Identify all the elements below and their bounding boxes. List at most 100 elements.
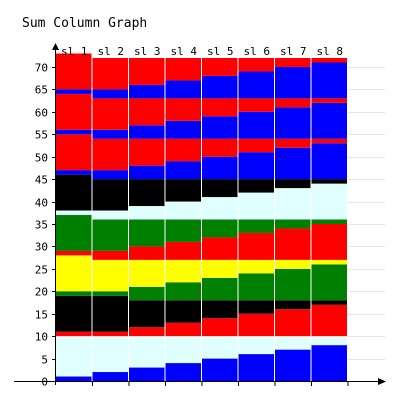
bar-segment-3-12 bbox=[129, 138, 165, 166]
bar-segment-5-14 bbox=[202, 98, 238, 117]
bar-segment-8-11 bbox=[311, 143, 347, 180]
bar-segment-1-1 bbox=[56, 376, 92, 381]
bar-segment-3-5 bbox=[129, 286, 165, 301]
bar-segment-5-13 bbox=[202, 116, 238, 139]
y-axis-arrow bbox=[52, 43, 59, 50]
bar-segment-7-16 bbox=[275, 58, 311, 67]
bar-segment-8-14 bbox=[311, 98, 347, 103]
y-tick-label: 5 bbox=[41, 354, 48, 367]
bar-segment-6-5 bbox=[238, 273, 274, 301]
bar-segment-8-5 bbox=[311, 264, 347, 301]
bar-segment-7-14 bbox=[275, 98, 311, 108]
bar-segment-1-2 bbox=[56, 336, 92, 377]
bar-segment-8-7 bbox=[311, 223, 347, 260]
bar-segment-1-3 bbox=[56, 331, 92, 337]
bar-segment-2-5 bbox=[92, 291, 128, 296]
bar-segment-1-12 bbox=[56, 134, 92, 171]
bar-segment-1-5 bbox=[56, 291, 92, 296]
bar-segment-2-6 bbox=[92, 259, 128, 292]
bar-segment-4-16 bbox=[165, 58, 201, 81]
bar-segment-3-6 bbox=[129, 259, 165, 287]
bar-segment-3-8 bbox=[129, 219, 165, 247]
bar-segment-5-9 bbox=[202, 197, 238, 220]
bar-segment-8-4 bbox=[311, 300, 347, 305]
bar-segment-4-15 bbox=[165, 80, 201, 99]
y-tick-label: 60 bbox=[35, 107, 48, 120]
bar-segment-8-13 bbox=[311, 102, 347, 139]
y-tick-label: 70 bbox=[35, 62, 48, 75]
bar-segment-1-6 bbox=[56, 255, 92, 292]
bar-segment-2-8 bbox=[92, 219, 128, 251]
bar-segment-8-8 bbox=[311, 219, 347, 224]
y-tick-label: 20 bbox=[35, 286, 48, 299]
bar-segment-7-12 bbox=[275, 138, 311, 148]
bar-segment-1-9 bbox=[56, 210, 92, 216]
bar-segment-2-10 bbox=[92, 179, 128, 211]
bar-segment-6-8 bbox=[238, 219, 274, 233]
bar-segment-8-16 bbox=[311, 58, 347, 63]
bar-segment-3-16 bbox=[129, 58, 165, 85]
axis-layer bbox=[14, 43, 386, 386]
bar-segment-8-1 bbox=[311, 345, 347, 381]
bar-segment-6-14 bbox=[238, 98, 274, 112]
bar-segment-1-4 bbox=[56, 295, 92, 332]
bar-segment-4-1 bbox=[165, 363, 201, 381]
bar-segment-5-12 bbox=[202, 138, 238, 157]
bar-segment-8-2 bbox=[311, 336, 347, 346]
bar-segment-1-16 bbox=[56, 53, 92, 90]
bar-segment-2-4 bbox=[92, 295, 128, 332]
bar-segment-6-6 bbox=[238, 259, 274, 274]
bar-segment-3-2 bbox=[129, 336, 165, 368]
bars-layer bbox=[56, 53, 348, 381]
bar-segment-1-15 bbox=[56, 89, 92, 94]
bar-segment-8-3 bbox=[311, 304, 347, 337]
bar-segment-4-8 bbox=[165, 219, 201, 242]
bar-segment-4-2 bbox=[165, 336, 201, 364]
labels-layer: 0 5 10 15 20 25 30 35 40 45 50 55 60 65 70 sl 1 sl 2 sl 3… bbox=[35, 45, 343, 389]
bar-segment-2-11 bbox=[92, 170, 128, 180]
bar-segment-7-5 bbox=[275, 268, 311, 301]
bar-segment-6-4 bbox=[238, 300, 274, 314]
bar-segment-5-2 bbox=[202, 336, 238, 359]
bar-segment-8-12 bbox=[311, 138, 347, 144]
y-tick-label: 55 bbox=[35, 129, 48, 142]
y-tick-label: 30 bbox=[35, 241, 48, 254]
bar-segment-5-1 bbox=[202, 358, 238, 381]
bar-segment-2-13 bbox=[92, 129, 128, 139]
bar-segment-7-11 bbox=[275, 147, 311, 180]
bar-segment-2-9 bbox=[92, 210, 128, 220]
y-tick-label: 45 bbox=[35, 174, 48, 187]
bar-segment-8-9 bbox=[311, 183, 347, 220]
bar-segment-3-9 bbox=[129, 206, 165, 220]
bar-segment-3-7 bbox=[129, 246, 165, 260]
y-tick-label: 40 bbox=[35, 197, 48, 210]
y-tick-label: 25 bbox=[35, 264, 48, 277]
bar-segment-7-4 bbox=[275, 300, 311, 310]
y-tick-label: 35 bbox=[35, 219, 48, 232]
bar-segment-5-15 bbox=[202, 75, 238, 99]
category-label: sl 5 bbox=[207, 45, 234, 58]
bar-segment-5-8 bbox=[202, 219, 238, 238]
bar-segment-4-10 bbox=[165, 179, 201, 202]
bar-segment-8-15 bbox=[311, 62, 347, 99]
bar-segment-6-9 bbox=[238, 192, 274, 220]
bar-segment-3-1 bbox=[129, 367, 165, 381]
bar-segment-2-7 bbox=[92, 250, 128, 260]
bar-segment-2-12 bbox=[92, 138, 128, 171]
bar-segment-4-11 bbox=[165, 161, 201, 180]
bar-segment-5-7 bbox=[202, 237, 238, 260]
bar-segment-3-4 bbox=[129, 300, 165, 328]
bar-segment-7-1 bbox=[275, 349, 311, 381]
bar-segment-3-15 bbox=[129, 84, 165, 99]
category-label: sl 4 bbox=[171, 45, 198, 58]
bar-segment-6-11 bbox=[238, 152, 274, 180]
bar-segment-6-16 bbox=[238, 58, 274, 72]
category-label: sl 3 bbox=[134, 45, 161, 58]
bar-segment-1-13 bbox=[56, 129, 92, 135]
bar-segment-8-10 bbox=[311, 179, 347, 184]
bar-segment-4-3 bbox=[165, 322, 201, 337]
bar-segment-3-14 bbox=[129, 98, 165, 126]
y-tick-label: 0 bbox=[41, 376, 48, 389]
bar-segment-4-14 bbox=[165, 98, 201, 121]
